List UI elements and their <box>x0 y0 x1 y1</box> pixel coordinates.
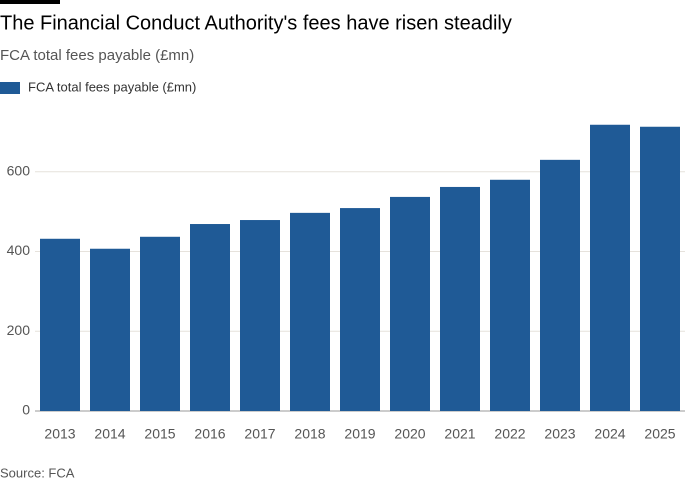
bar <box>390 196 430 411</box>
bar <box>240 220 280 411</box>
legend-label: FCA total fees payable (£mn) <box>28 79 196 94</box>
chart-title: The Financial Conduct Authority's fees h… <box>0 12 512 34</box>
bar <box>340 208 380 411</box>
bar <box>440 186 480 411</box>
bar <box>590 124 630 412</box>
source: Source: FCA <box>0 465 75 480</box>
x-tick-label: 2013 <box>44 426 75 442</box>
y-tick-label: 600 <box>7 163 31 179</box>
bar <box>490 179 530 411</box>
y-tick-label: 400 <box>7 242 31 258</box>
x-tick-label: 2016 <box>194 426 225 442</box>
x-tick-label: 2017 <box>244 426 275 442</box>
bar <box>540 159 580 411</box>
bar <box>190 224 230 411</box>
bar <box>40 238 80 411</box>
x-tick-label: 2019 <box>344 426 375 442</box>
x-tick-label: 2020 <box>394 426 425 442</box>
x-tick-label: 2015 <box>144 426 175 442</box>
x-tick-label: 2024 <box>594 426 625 442</box>
bar <box>290 212 330 411</box>
x-tick-label: 2023 <box>544 426 575 442</box>
legend-swatch <box>0 82 20 94</box>
chart-subtitle: FCA total fees payable (£mn) <box>0 47 194 64</box>
bar <box>640 126 680 411</box>
x-tick-label: 2021 <box>444 426 475 442</box>
y-tick-label: 0 <box>22 402 30 418</box>
x-tick-label: 2014 <box>94 426 125 442</box>
y-tick-label: 200 <box>7 322 31 338</box>
bar <box>90 248 130 411</box>
bar <box>140 236 180 411</box>
x-tick-label: 2018 <box>294 426 325 442</box>
brand-bar <box>0 0 60 4</box>
x-tick-label: 2022 <box>494 426 525 442</box>
x-tick-label: 2025 <box>644 426 675 442</box>
